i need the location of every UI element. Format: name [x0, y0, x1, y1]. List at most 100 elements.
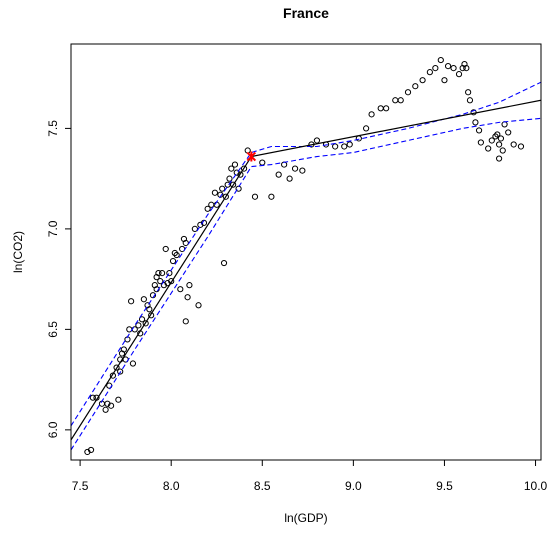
data-point [146, 306, 153, 313]
data-point [158, 270, 166, 277]
data-point [496, 155, 503, 162]
x-axis: 7.5 8.0 8.5 9.0 9.5 10.0 [72, 460, 548, 493]
y-tick-label: 6.5 [46, 321, 60, 338]
data-point [455, 71, 463, 78]
x-tick-label: 9.0 [345, 479, 362, 493]
data-point [155, 270, 162, 277]
data-point [363, 125, 370, 132]
data-point [475, 127, 483, 134]
data-point [222, 193, 229, 200]
data-point [492, 133, 499, 140]
data-point [499, 147, 506, 154]
y-tick-label: 6.0 [46, 421, 60, 438]
data-point [102, 406, 109, 413]
data-point [392, 97, 399, 104]
data-point [120, 346, 127, 353]
y-tick-label: 7.5 [46, 120, 60, 137]
data-point [346, 141, 353, 148]
chart-title: France [283, 5, 329, 21]
data-point [220, 259, 228, 267]
data-point [231, 161, 239, 168]
data-point [177, 286, 184, 293]
data-point [299, 167, 306, 174]
data-point [182, 318, 189, 325]
x-axis-label: ln(GDP) [284, 511, 327, 525]
data-point [211, 189, 219, 196]
data-point [148, 312, 155, 319]
data-point [168, 278, 175, 285]
data-point [496, 141, 503, 148]
data-point [268, 193, 275, 200]
data-point [171, 249, 178, 257]
data-point [113, 364, 120, 371]
data-point [117, 368, 124, 375]
data-point [485, 145, 492, 152]
plot-frame [70, 43, 542, 461]
data-point [368, 111, 375, 118]
data-point [501, 121, 508, 128]
x-tick-label: 8.0 [163, 479, 180, 493]
data-point [140, 296, 147, 303]
data-point [251, 193, 259, 200]
data-point [355, 135, 362, 142]
data-point [437, 56, 444, 64]
ci-upper-line [71, 81, 541, 427]
data-point [432, 65, 439, 72]
data-point [135, 322, 142, 329]
fit-line-segment-2 [251, 99, 541, 158]
data-point [169, 257, 177, 265]
data-point [404, 89, 412, 96]
y-axis: 6.0 6.5 7.0 7.5 [46, 120, 71, 438]
data-point [510, 141, 517, 148]
data-point [377, 105, 384, 112]
data-point [450, 65, 457, 72]
plot-area [71, 56, 541, 456]
data-point [128, 298, 135, 305]
data-point [237, 171, 244, 178]
y-axis-label: ln(CO2) [11, 231, 25, 273]
data-point [291, 165, 299, 172]
data-point [208, 201, 215, 208]
x-tick-label: 10.0 [524, 479, 548, 493]
data-point [259, 159, 266, 166]
data-point [441, 77, 448, 84]
data-point [397, 97, 404, 104]
data-point [226, 175, 233, 182]
data-point [107, 402, 115, 409]
data-point [115, 396, 122, 403]
data-point [275, 171, 282, 178]
ci-lower-line [71, 117, 541, 451]
data-point [332, 143, 339, 150]
breakpoint-marker [246, 151, 257, 162]
data-point [465, 89, 472, 96]
x-tick-label: 7.5 [72, 479, 89, 493]
data-point [166, 270, 173, 277]
y-tick-label: 7.0 [46, 220, 60, 237]
data-point [182, 239, 189, 247]
data-point [230, 181, 237, 188]
data-point [472, 119, 479, 126]
data-point [204, 205, 211, 212]
data-point [87, 446, 95, 454]
data-point [228, 165, 235, 172]
data-point [219, 185, 226, 192]
data-point [463, 65, 470, 72]
data-point [497, 135, 505, 142]
data-point [157, 278, 164, 285]
data-point [138, 316, 146, 323]
data-point [466, 97, 474, 104]
x-tick-label: 8.5 [254, 479, 271, 493]
data-point [412, 83, 419, 90]
data-point [213, 201, 220, 208]
x-tick-label: 9.5 [436, 479, 453, 493]
data-point [477, 139, 484, 146]
data-point [240, 165, 248, 172]
data-point [184, 294, 191, 301]
data-point [488, 137, 495, 144]
data-point [173, 251, 180, 259]
data-point [286, 175, 293, 182]
data-point [505, 129, 512, 136]
data-point [142, 320, 149, 327]
data-point [162, 245, 169, 253]
